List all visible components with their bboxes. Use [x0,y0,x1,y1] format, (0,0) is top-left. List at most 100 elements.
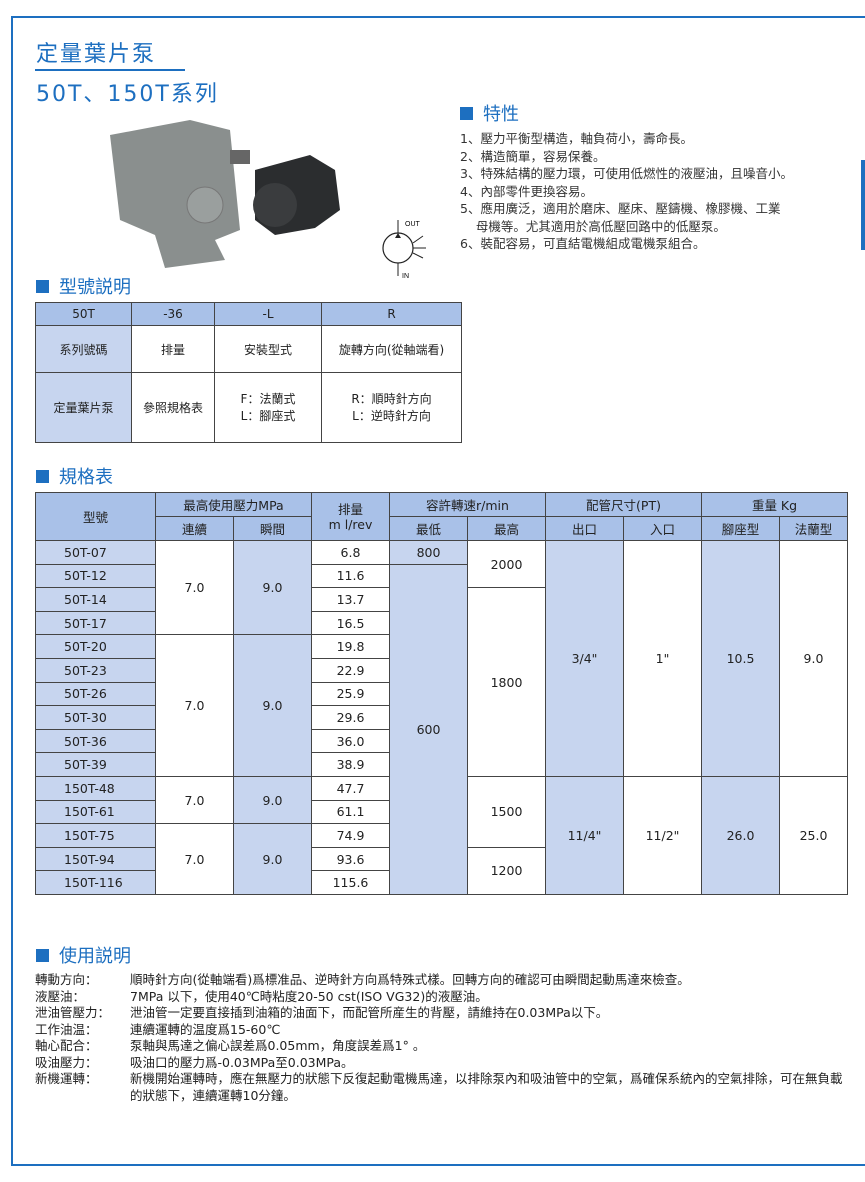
table-row: 50T-20 7.0 9.0 19.8 [35,634,848,777]
features-list: 1、壓力平衡型構造，軸負荷小，壽命長。 2、構造簡單，容易保養。 3、特殊結構的壓力… [460,130,793,253]
page-frame [11,16,865,1166]
usage-text: 順時針方向(從軸端看)爲標准品、逆時針方向爲特殊式樣。回轉方向的確認可由瞬間起動… [130,972,690,987]
displacement-cell: 6.8 [311,540,390,565]
code-cell: -36 [131,302,215,326]
usage-text: 連續運轉的温度爲15-60℃ [130,1021,281,1037]
model-cell: 50T-23 [35,657,156,683]
square-bullet-icon [460,106,473,120]
detail-cell: F：法蘭式 L：腳座式 [214,372,322,443]
model-cell: 50T-30 [35,705,156,730]
table-row: 150T-116 115.6 [35,870,848,895]
square-bullet-icon [36,469,49,483]
feature-item: 6、裝配容易，可直結電機組成電機泵組合。 [460,236,706,251]
header-model: 型號 [35,492,156,541]
displacement-cell: 16.5 [311,610,390,636]
model-cell: 50T-26 [35,681,156,707]
peak-pressure-cell: 9.0 [233,823,312,895]
spec-table: 型號 最高使用壓力MPa 排量 m l/rev 容許轉速r/min 配管尺寸(P… [35,492,848,895]
code-cell: 50T [35,302,132,326]
model-cell: 50T-20 [35,634,156,659]
header-pressure: 最高使用壓力MPa [155,492,312,517]
usage-text: 7MPa 以下，使用40℃時粘度20-50 cst(ISO VG32)的液壓油。 [130,988,488,1004]
header-foot: 腳座型 [701,516,780,541]
usage-item: 液壓油： 7MPa 以下，使用40℃時粘度20-50 cst(ISO VG32)的… [35,989,850,1006]
title-underline [35,69,185,71]
table-row: 50T-07 7.0 9.0 6.8 800 2000 3/4" 1" 10.5 9.0 [35,539,848,777]
header-peak: 瞬間 [233,516,312,541]
model-cell: 150T-61 [35,799,156,825]
detail-cell: 參照規格表 [131,372,215,443]
feature-item: 5、應用廣泛，適用於磨床、壓床、壓鑄機、橡膠機、工業 母機等。尤其適用於高低壓回… [460,201,781,234]
table-row: 50T-39 38.9 [35,752,848,777]
max-speed-cell: 1200 [467,846,546,895]
feature-item: 4、內部零件更換容易。 [460,183,593,199]
peak-pressure-cell: 9.0 [233,539,312,636]
usage-label: 液壓油： [35,988,86,1004]
usage-list: 轉動方向： 順時針方向(從軸端看)爲標准品、逆時針方向爲特殊式樣。回轉方向的確認可… [35,972,850,1104]
displacement-cell: 22.9 [311,657,390,683]
table-row: 50T-12 11.6 600 [35,563,848,895]
continuous-pressure-cell: 7.0 [155,634,234,777]
displacement-cell: 74.9 [311,823,390,848]
table-row: 50T-14 13.7 1800 [35,587,848,777]
model-cell: 50T-07 [35,540,156,565]
feature-item: 1、壓力平衡型構造，軸負荷小，壽命長。 [460,131,693,146]
displacement-cell: 93.6 [311,846,390,872]
header-outlet: 出口 [545,516,624,541]
name-cell: 旋轉方向(從軸端看) [321,325,462,373]
pump-symbol-icon: OUT IN [382,220,426,278]
feature-item: 2、構造簡單，容易保養。 [460,148,606,164]
usage-item: 泄油管壓力： 泄油管一定要直接插到油箱的油面下，而配管所産生的背壓，請維持在0.0… [35,1005,850,1022]
inlet-cell: 1" [623,540,702,777]
model-cell: 50T-14 [35,587,156,612]
header-flange: 法蘭型 [779,516,848,541]
flange-weight-cell: 9.0 [779,540,848,777]
pump-photo [110,120,340,268]
header-max: 最高 [467,516,546,541]
foot-weight-cell: 26.0 [701,775,780,895]
displacement-cell: 47.7 [311,775,390,801]
usage-item: 吸油壓力： 吸油口的壓力爲-0.03MPa至0.03MPa。 [35,1055,850,1072]
usage-item: 新機運轉： 新機開始運轉時，應在無壓力的狀態下反復起動電機馬達，以排除泵內和吸油管… [35,1071,850,1104]
usage-text: 吸油口的壓力爲-0.03MPa至0.03MPa。 [130,1054,354,1070]
features-heading-text: 特性 [483,104,519,125]
flange-weight-cell: 25.0 [779,775,848,895]
name-cell: 安裝型式 [214,325,322,373]
displacement-cell: 11.6 [311,563,390,589]
square-bullet-icon [36,279,49,293]
page-subtitle: 50T、150T系列 [36,82,219,107]
model-cell: 50T-17 [35,610,156,636]
features-heading: 特性 [460,100,519,126]
usage-label: 吸油壓力： [35,1054,98,1070]
min-speed-cell: 600 [389,563,468,895]
header-pipe: 配管尺寸(PT) [545,492,702,517]
usage-heading-text: 使用説明 [59,946,131,967]
min-speed-cell: 800 [389,540,468,565]
table-row: 50T-17 16.5 [35,610,848,636]
table-row: 50T-23 22.9 [35,657,848,683]
usage-label: 軸心配合： [35,1038,98,1053]
detail-cell: 定量葉片泵 [35,372,132,443]
side-tab [861,160,865,250]
square-bullet-icon [36,948,49,962]
displacement-cell: 25.9 [311,681,390,707]
displacement-cell: 29.6 [311,705,390,730]
usage-label: 工作油温： [35,1021,98,1037]
usage-label: 新機運轉： [35,1071,98,1086]
symbol-out-label: OUT [405,221,421,228]
table-row: 50T-26 25.9 [35,681,848,707]
table-row: 50T-30 29.6 [35,705,848,730]
model-code-heading-text: 型號説明 [59,277,131,298]
foot-weight-cell: 10.5 [701,540,780,777]
table-row: 150T-75 7.0 9.0 74.9 [35,823,848,895]
outlet-cell: 11/4" [545,775,624,895]
name-cell: 系列號碼 [35,325,132,373]
displacement-cell: 61.1 [311,799,390,825]
outlet-cell: 3/4" [545,540,624,777]
model-cell: 50T-39 [35,752,156,777]
model-cell: 150T-48 [35,775,156,801]
feature-item: 3、特殊結構的壓力環，可使用低燃性的液壓油，且噪音小。 [460,166,793,181]
symbol-in-label: IN [402,273,409,278]
max-speed-cell: 1500 [467,775,546,848]
continuous-pressure-cell: 7.0 [155,823,234,895]
